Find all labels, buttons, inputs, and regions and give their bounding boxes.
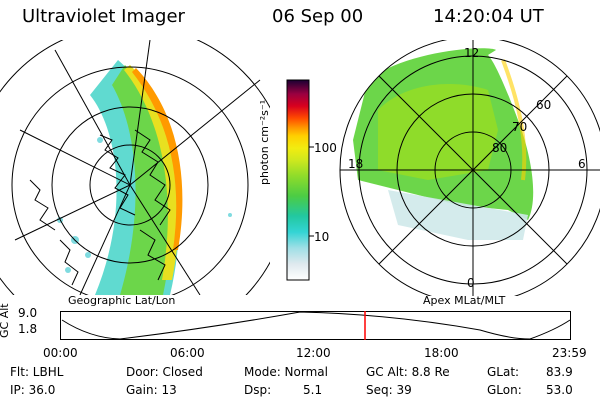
mlat-label-60: 60	[536, 98, 552, 112]
timeline-xtick-1800: 18:00	[424, 346, 459, 360]
info-glat-label: GLat:	[487, 365, 520, 379]
timeline-xtick-2359: 23:59	[552, 346, 587, 360]
timeline-ytick-low: 1.8	[18, 322, 38, 336]
orbit-timeline	[60, 311, 571, 340]
colorbar-tick-10: 10	[314, 230, 330, 244]
meridians	[14, 40, 261, 295]
info-ip: IP: 36.0	[10, 383, 56, 397]
colorbar-gradient	[286, 79, 310, 281]
info-dsp-label: Dsp:	[244, 383, 272, 397]
timeline-ytick-high: 9.0	[18, 306, 38, 320]
colorbar	[286, 79, 314, 281]
timeline-axis-label: GC Alt	[0, 303, 11, 338]
info-flt: Flt: LBHL	[10, 365, 64, 379]
info-gcalt: GC Alt: 8.8 Re	[366, 365, 450, 379]
mlt-label-12: 12	[464, 46, 480, 60]
mlat-label-80: 80	[492, 141, 508, 155]
altitude-curve	[61, 311, 571, 340]
oval-core	[378, 84, 498, 180]
mlt-label-18: 18	[348, 157, 364, 171]
mlt-label-6: 6	[578, 157, 586, 171]
timeline-frame	[60, 311, 571, 340]
coastlines	[29, 129, 171, 286]
info-dsp-value: 5.1	[303, 383, 323, 397]
magnetic-polar-plot	[339, 40, 600, 296]
instrument-title: Ultraviolet Imager	[22, 6, 185, 27]
info-seq: Seq: 39	[366, 383, 412, 397]
mlat-label-70: 70	[512, 120, 528, 134]
right-panel-caption: Apex MLat/MLT	[423, 294, 506, 307]
emission-swath-peak	[132, 68, 183, 250]
oval-edge	[501, 59, 527, 181]
info-glon-value: 53.0	[546, 383, 573, 397]
info-glon-label: GLon:	[487, 383, 522, 397]
mlt-spokes	[340, 40, 600, 296]
info-gain: Gain: 13	[126, 383, 177, 397]
left-panel-caption: Geographic Lat/Lon	[68, 294, 176, 307]
info-mode: Mode: Normal	[244, 365, 328, 379]
geographic-image	[0, 40, 270, 295]
date-label: 06 Sep 00	[272, 6, 364, 27]
timeline-xtick-0600: 06:00	[170, 346, 205, 360]
lat-circles	[0, 40, 270, 295]
colorbar-tick-100: 100	[314, 141, 337, 155]
colorbar-label: photon cm⁻²s⁻¹	[258, 99, 271, 185]
time-label: 14:20:04 UT	[433, 6, 544, 27]
info-glat-value: 83.9	[546, 365, 573, 379]
timeline-xtick-0000: 00:00	[43, 346, 78, 360]
timeline-xtick-1200: 12:00	[296, 346, 331, 360]
mlt-label-0: 0	[467, 276, 475, 290]
info-door: Door: Closed	[126, 365, 203, 379]
